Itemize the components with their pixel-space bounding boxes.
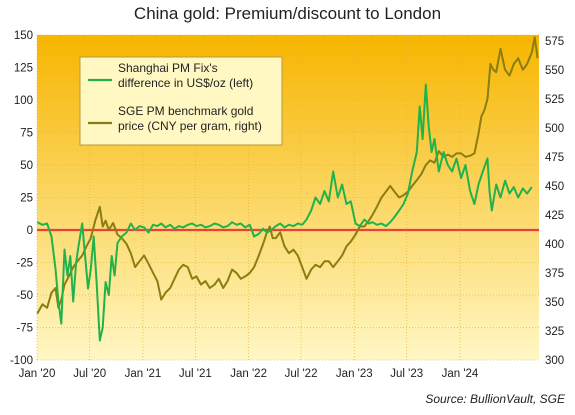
legend-label-0-0: Shanghai PM Fix's: [118, 61, 218, 75]
y-right-tick-10: 325: [545, 326, 564, 338]
legend-label-0-1: difference in US$/oz (left): [118, 76, 253, 90]
chart-title: China gold: Premium/discount to London: [133, 4, 442, 23]
y-left-tick-6: 0: [27, 225, 33, 237]
y-right-tick-8: 375: [545, 268, 564, 280]
x-tick-8: Jan '24: [442, 368, 479, 380]
y-right-tick-7: 400: [545, 239, 564, 251]
y-right-tick-0: 575: [545, 36, 564, 48]
y-right-tick-9: 350: [545, 297, 564, 309]
y-left-tick-2: 100: [14, 95, 33, 107]
x-tick-5: Jul '22: [285, 368, 318, 380]
x-axis: Jan '20 Jul '20 Jan '21 Jul '21 Jan '22 Jul '…: [19, 368, 479, 380]
y-left-tick-5: 25: [20, 193, 33, 205]
y-right-tick-6: 425: [545, 210, 564, 222]
y-left-tick-8: -50: [16, 290, 33, 302]
y-left-tick-9: -75: [16, 323, 33, 335]
y-right-tick-3: 500: [545, 123, 564, 135]
x-tick-4: Jan '22: [230, 368, 267, 380]
x-tick-0: Jan '20: [19, 368, 56, 380]
x-tick-3: Jul '21: [179, 368, 212, 380]
y-left-tick-3: 75: [20, 128, 33, 140]
legend-label-1-1: price (CNY per gram, right): [118, 119, 262, 133]
y-left-tick-1: 125: [14, 63, 33, 75]
series-line-1: [36, 36, 539, 315]
legend-label-1-0: SGE PM benchmark gold: [118, 104, 253, 118]
x-tick-2: Jan '21: [125, 368, 162, 380]
gridlines: [36, 34, 539, 361]
y-axis-left: 150 125 100 75 50 25 0 -25 -50 -75 -100: [10, 30, 33, 367]
y-right-tick-2: 525: [545, 94, 564, 106]
y-right-tick-4: 475: [545, 152, 564, 164]
y-axis-right: 575 550 525 500 475 450 425 400 375 350 325 300: [545, 36, 564, 367]
x-tick-6: Jan '23: [336, 368, 373, 380]
series-group: [36, 36, 539, 342]
series-line-0: [36, 83, 533, 342]
y-left-tick-4: 50: [20, 160, 33, 172]
source-note: Source: BullionVault, SGE: [425, 392, 565, 406]
x-tick-7: Jul '23: [390, 368, 423, 380]
y-left-tick-10: -100: [10, 355, 33, 367]
y-left-tick-0: 150: [14, 30, 33, 42]
legend-box: [79, 56, 283, 146]
y-right-tick-1: 550: [545, 65, 564, 77]
y-right-tick-5: 450: [545, 181, 564, 193]
y-left-tick-7: -25: [16, 258, 33, 270]
y-right-tick-11: 300: [545, 355, 564, 367]
x-tick-1: Jul '20: [73, 368, 106, 380]
